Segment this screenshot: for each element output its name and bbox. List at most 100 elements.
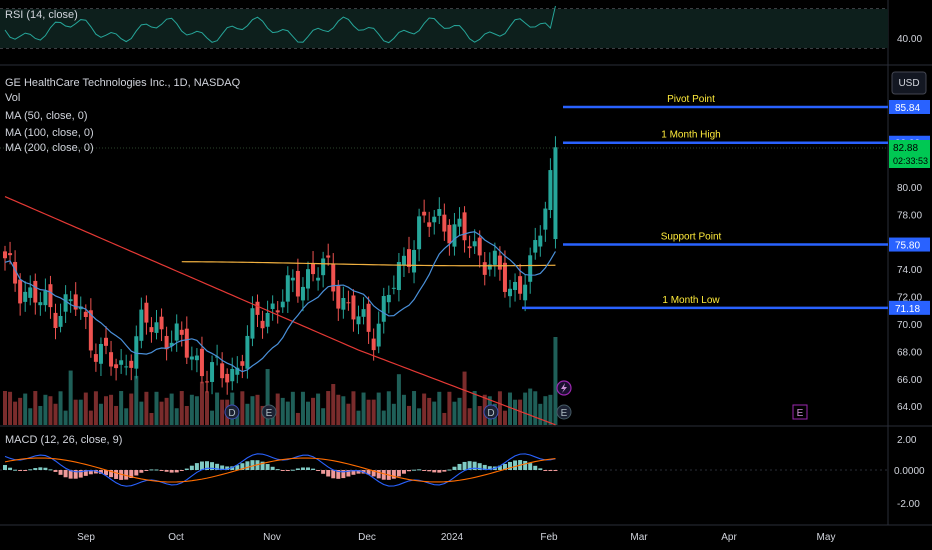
macd-histogram-bar [275,469,280,471]
candle-body [144,302,149,323]
level-price-value: 75.80 [895,241,920,252]
macd-histogram-bar [189,465,194,470]
volume-bar [472,391,477,425]
volume-bar [23,393,28,425]
candle-body [245,335,250,369]
level-label: 1 Month High [661,130,720,141]
volume-bar [346,403,351,425]
ma100-label[interactable]: MA (100, close, 0) [5,127,94,139]
macd-histogram-bar [467,461,472,470]
ma50-label[interactable]: MA (50, close, 0) [5,110,88,122]
signal-line [4,457,556,483]
volume-label[interactable]: Vol [5,92,20,104]
macd-histogram-bar [437,470,442,473]
macd-histogram-bar [432,470,437,473]
macd-histogram-bar [43,467,48,470]
candle-body [502,262,507,292]
candle-body [73,294,78,310]
volume-bar [432,401,437,425]
candle-body [154,322,159,333]
time-tick: 2024 [441,532,464,543]
candle-body [543,208,548,230]
macd-histogram-bar [18,470,23,471]
macd-histogram-bar [184,468,189,470]
candle-body [104,337,108,346]
volume-bar [98,403,103,425]
ma200-label[interactable]: MA (200, close, 0) [5,142,94,154]
macd-histogram-bar [331,470,336,479]
candle-body [508,288,512,297]
volume-bar [88,410,93,425]
macd-tick-bottom: -2.00 [897,499,920,510]
volume-bar [447,391,452,425]
volume-bar [93,391,98,425]
dividend-marker[interactable] [483,404,499,420]
macd-histogram-bar [159,470,164,471]
macd-histogram-bar [250,460,255,470]
macd-histogram-bar [134,470,139,476]
volume-bar [371,399,376,425]
macd-histogram-bar [396,470,401,477]
candle-body [13,261,18,284]
candle-body [184,328,189,358]
volume-bar [174,408,179,425]
candle-body [487,264,492,270]
candle-body [467,246,472,249]
macd-histogram-bar [417,469,422,471]
macd-histogram-bar [295,468,300,470]
lightning-icon[interactable] [556,380,572,396]
macd-histogram-bar [33,468,38,470]
macd-histogram-bar [23,470,28,471]
last-price-tag: 82.88 02:33:53 [889,140,930,168]
volume-bar [316,393,321,425]
dividend-marker[interactable] [224,404,240,420]
macd-histogram-bar [58,470,63,475]
earnings-marker[interactable] [556,404,572,420]
macd-tick-top: 2.00 [897,435,917,446]
candle-body [351,295,356,320]
currency-button[interactable]: USD [891,71,927,95]
volume-bar [407,405,411,425]
volume-bar [321,408,326,425]
volume-bar [109,394,114,425]
macd-histogram-bar [124,470,129,480]
rsi-label: RSI (14, close) [5,9,78,21]
macd-histogram-bar [407,470,411,472]
volume-bar [124,408,129,425]
volume-bar [199,381,204,425]
macd-histogram-bar [93,470,98,474]
candle-body [407,249,411,267]
candle-body [417,216,422,250]
price-axis[interactable]: 80.00 78.00 74.00 72.00 70.00 68.00 66.00 64.00 [897,183,922,413]
volume-bar [134,375,139,425]
volume-bar [144,391,149,425]
macd-histogram-bar [220,465,225,470]
last-price-value: 82.88 [893,143,918,154]
earnings-upcoming-marker[interactable] [792,404,808,420]
time-tick: Mar [630,532,648,543]
volume-bar [553,337,558,425]
volume-bar [275,393,280,425]
volume-bar [114,405,119,425]
macd-histogram-bar [422,470,427,471]
volume-bar [18,397,23,425]
macd-histogram-bar [280,470,285,471]
symbol-title[interactable]: GE HealthCare Technologies Inc., 1D, NAS… [5,77,241,89]
macd-histogram-bar [528,463,533,470]
volume-bar [255,394,260,425]
level-price-value: 85.84 [895,103,920,114]
candle-body [553,147,558,240]
macd-histogram-bar [351,470,356,475]
time-axis[interactable]: Sep Oct Nov Dec 2024 Feb Mar Apr May [77,532,835,543]
candle-body [88,310,93,351]
time-tick: Oct [168,532,184,543]
earnings-marker[interactable] [261,404,277,420]
marker-letter: D [487,408,494,419]
volume-bar [104,396,108,425]
volume-bar [523,392,528,425]
candle-body [285,275,290,302]
macd-histogram-bar [114,470,119,479]
